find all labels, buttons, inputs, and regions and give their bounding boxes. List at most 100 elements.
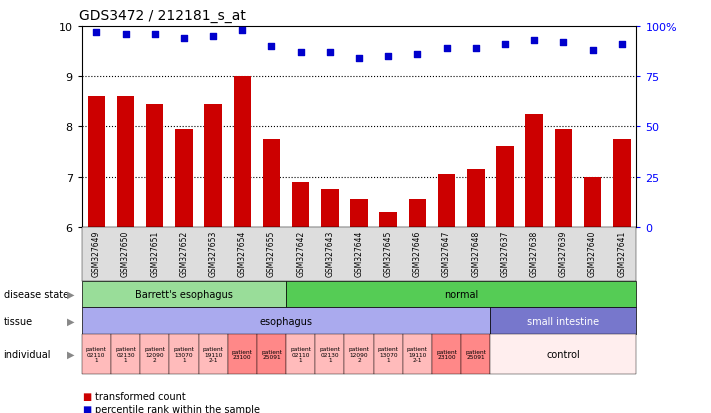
Bar bbox=[491, 308, 636, 335]
Text: disease state: disease state bbox=[4, 289, 69, 299]
Text: patient
19110
2-1: patient 19110 2-1 bbox=[203, 346, 223, 363]
Text: GDS3472 / 212181_s_at: GDS3472 / 212181_s_at bbox=[79, 9, 246, 23]
Bar bbox=[467, 170, 485, 227]
Text: patient
23100: patient 23100 bbox=[436, 349, 457, 360]
Bar bbox=[198, 335, 228, 374]
Text: ■: ■ bbox=[82, 392, 91, 401]
Text: GSM327649: GSM327649 bbox=[92, 230, 101, 276]
Text: GSM327654: GSM327654 bbox=[237, 230, 247, 276]
Text: patient
25091: patient 25091 bbox=[261, 349, 282, 360]
Bar bbox=[555, 130, 572, 227]
Text: patient
02130
1: patient 02130 1 bbox=[319, 346, 341, 363]
Text: GSM327655: GSM327655 bbox=[267, 230, 276, 276]
Bar bbox=[140, 335, 169, 374]
Bar bbox=[438, 175, 455, 227]
Text: patient
02110
1: patient 02110 1 bbox=[86, 346, 107, 363]
Text: transformed count: transformed count bbox=[95, 392, 186, 401]
Point bbox=[120, 31, 132, 38]
Text: ▶: ▶ bbox=[68, 289, 75, 299]
Bar bbox=[117, 97, 134, 227]
Bar bbox=[432, 335, 461, 374]
Bar bbox=[584, 177, 602, 227]
Point bbox=[149, 31, 161, 38]
Point bbox=[295, 50, 306, 56]
Text: GSM327653: GSM327653 bbox=[208, 230, 218, 276]
Bar bbox=[87, 97, 105, 227]
Bar bbox=[175, 130, 193, 227]
Text: patient
12090
2: patient 12090 2 bbox=[144, 346, 165, 363]
Text: GSM327638: GSM327638 bbox=[530, 230, 539, 276]
Text: ▶: ▶ bbox=[68, 316, 75, 326]
Bar bbox=[233, 77, 251, 227]
Text: patient
19110
2-1: patient 19110 2-1 bbox=[407, 346, 428, 363]
Text: small intestine: small intestine bbox=[528, 316, 599, 326]
Bar bbox=[496, 147, 514, 227]
Bar bbox=[525, 114, 543, 227]
Bar bbox=[613, 140, 631, 227]
Point bbox=[178, 36, 190, 42]
Bar bbox=[380, 212, 397, 227]
Bar bbox=[344, 335, 374, 374]
Point bbox=[499, 42, 510, 48]
Text: ■: ■ bbox=[82, 404, 91, 413]
Bar bbox=[315, 335, 344, 374]
Text: GSM327645: GSM327645 bbox=[384, 230, 392, 276]
Point bbox=[587, 47, 598, 54]
Text: GSM327642: GSM327642 bbox=[296, 230, 305, 276]
Text: patient
12090
2: patient 12090 2 bbox=[348, 346, 370, 363]
Text: tissue: tissue bbox=[4, 316, 33, 326]
Bar bbox=[169, 335, 198, 374]
Text: GSM327639: GSM327639 bbox=[559, 230, 568, 276]
Text: GSM327650: GSM327650 bbox=[121, 230, 130, 276]
Point bbox=[208, 33, 219, 40]
Text: individual: individual bbox=[4, 349, 51, 359]
Bar bbox=[292, 182, 309, 227]
Text: GSM327652: GSM327652 bbox=[179, 230, 188, 276]
Point bbox=[470, 45, 481, 52]
Bar bbox=[257, 335, 286, 374]
Bar bbox=[263, 140, 280, 227]
Bar bbox=[82, 335, 111, 374]
Text: GSM327646: GSM327646 bbox=[413, 230, 422, 276]
Bar bbox=[111, 335, 140, 374]
Point bbox=[528, 38, 540, 44]
Point bbox=[557, 40, 569, 46]
Text: GSM327648: GSM327648 bbox=[471, 230, 481, 276]
Point bbox=[383, 54, 394, 60]
Point bbox=[266, 43, 277, 50]
Text: percentile rank within the sample: percentile rank within the sample bbox=[95, 404, 260, 413]
Bar bbox=[82, 308, 491, 335]
Bar bbox=[82, 281, 286, 308]
Bar bbox=[286, 281, 636, 308]
Bar bbox=[321, 190, 338, 227]
Bar bbox=[409, 199, 426, 227]
Bar bbox=[403, 335, 432, 374]
Bar bbox=[204, 104, 222, 227]
Point bbox=[616, 42, 627, 48]
Text: patient
25091: patient 25091 bbox=[466, 349, 486, 360]
Text: GSM327651: GSM327651 bbox=[150, 230, 159, 276]
Text: control: control bbox=[547, 349, 580, 359]
Bar bbox=[286, 335, 315, 374]
Text: esophagus: esophagus bbox=[260, 316, 313, 326]
Point bbox=[412, 52, 423, 58]
Bar bbox=[146, 104, 164, 227]
Bar bbox=[228, 335, 257, 374]
Text: GSM327643: GSM327643 bbox=[326, 230, 334, 276]
Text: patient
23100: patient 23100 bbox=[232, 349, 252, 360]
Point bbox=[237, 28, 248, 34]
Text: patient
02130
1: patient 02130 1 bbox=[115, 346, 136, 363]
Text: GSM327647: GSM327647 bbox=[442, 230, 451, 276]
Bar bbox=[374, 335, 403, 374]
Bar bbox=[491, 335, 636, 374]
Text: ▶: ▶ bbox=[68, 349, 75, 359]
Text: patient
13070
1: patient 13070 1 bbox=[378, 346, 399, 363]
Text: normal: normal bbox=[444, 289, 479, 299]
Point bbox=[353, 56, 365, 62]
Bar bbox=[461, 335, 491, 374]
Text: patient
02110
1: patient 02110 1 bbox=[290, 346, 311, 363]
Point bbox=[324, 50, 336, 56]
Point bbox=[91, 30, 102, 36]
Text: GSM327644: GSM327644 bbox=[355, 230, 363, 276]
Text: patient
13070
1: patient 13070 1 bbox=[173, 346, 194, 363]
